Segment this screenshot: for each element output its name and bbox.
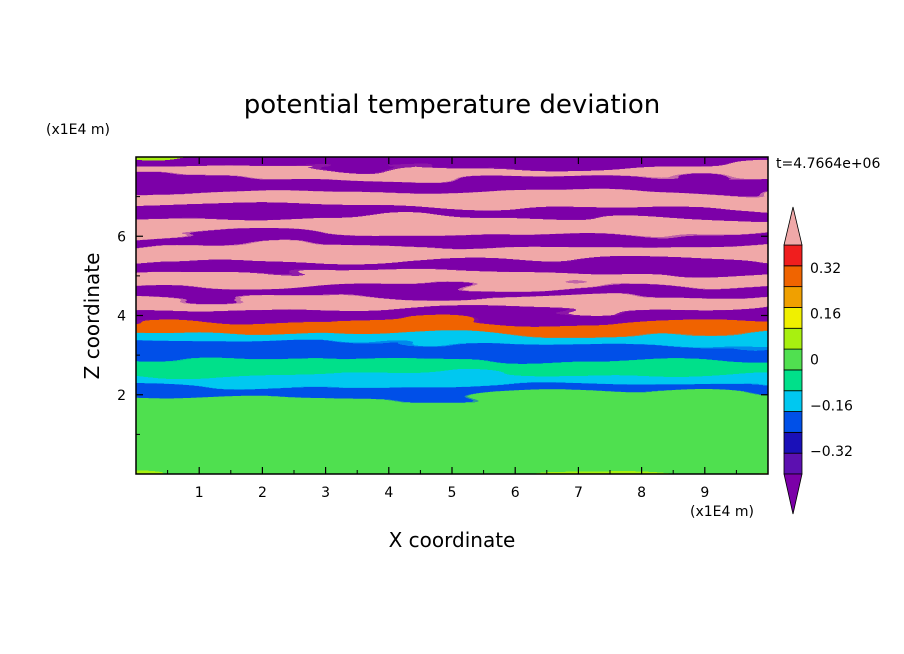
colorbar-swatch bbox=[783, 307, 803, 329]
time-label: t=4.7664e+06 bbox=[776, 156, 880, 172]
colorbar-label: −0.16 bbox=[810, 398, 853, 414]
field-band bbox=[136, 214, 768, 235]
y-tick-label: 4 bbox=[117, 309, 126, 325]
colorbar-swatch bbox=[783, 431, 803, 454]
x-tick-label: 2 bbox=[258, 485, 267, 501]
y-axis: 2 4 6 bbox=[117, 196, 768, 435]
x-tick-label: 7 bbox=[574, 485, 583, 501]
chart-title: potential temperature deviation bbox=[244, 90, 660, 120]
colorbar-label: −0.32 bbox=[810, 444, 853, 460]
x-axis: 1 2 3 4 5 6 7 8 9 bbox=[167, 157, 737, 501]
y-unit-label: (x1E4 m) bbox=[46, 122, 110, 138]
colorbar-swatch bbox=[783, 286, 803, 308]
x-tick-label: 6 bbox=[511, 485, 520, 501]
colorbar: 0.32 0.16 0 −0.16 −0.32 bbox=[783, 206, 853, 515]
colorbar-label: 0.16 bbox=[810, 307, 841, 323]
x-tick-label: 5 bbox=[448, 485, 457, 501]
field-band bbox=[136, 392, 768, 474]
colorbar-swatch bbox=[783, 411, 803, 433]
colorbar-swatch bbox=[783, 348, 803, 371]
field-band bbox=[136, 341, 768, 362]
x-tick-label: 4 bbox=[384, 485, 393, 501]
field-band bbox=[136, 242, 768, 263]
x-axis-label: X coordinate bbox=[389, 528, 516, 552]
colorbar-extend-min bbox=[783, 473, 803, 515]
x-unit-label: (x1E4 m) bbox=[690, 504, 754, 520]
x-tick-label: 3 bbox=[321, 485, 330, 501]
colorbar-extend-max bbox=[783, 206, 803, 246]
colorbar-swatch bbox=[783, 390, 803, 412]
colorbar-swatch bbox=[783, 327, 803, 350]
colorbar-swatch bbox=[783, 244, 803, 267]
x-tick-label: 9 bbox=[700, 485, 709, 501]
x-tick-label: 1 bbox=[195, 485, 204, 501]
colorbar-label: 0 bbox=[810, 353, 819, 369]
heatmap-field bbox=[136, 157, 768, 474]
x-tick-label: 8 bbox=[637, 485, 646, 501]
colorbar-swatch bbox=[783, 265, 803, 288]
y-tick-label: 2 bbox=[117, 388, 126, 404]
y-axis-label: Z coordinate bbox=[80, 253, 104, 380]
y-tick-label: 6 bbox=[117, 229, 126, 245]
colorbar-label: 0.32 bbox=[810, 261, 841, 277]
field-band bbox=[136, 186, 768, 207]
colorbar-swatch bbox=[783, 452, 803, 475]
colorbar-swatch bbox=[783, 369, 803, 392]
